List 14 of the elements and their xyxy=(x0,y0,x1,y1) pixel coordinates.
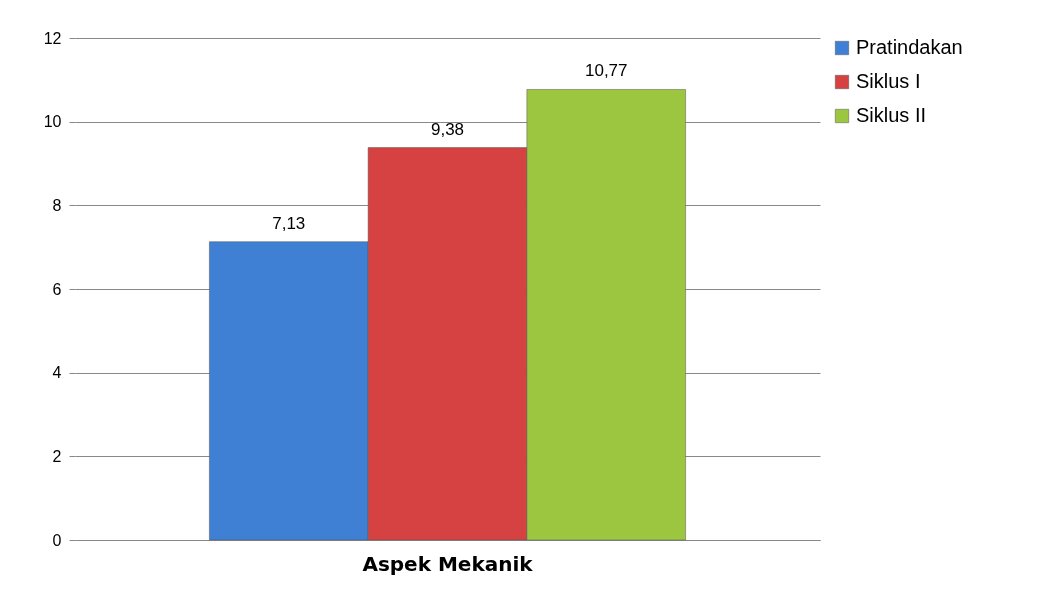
y-tick-label: 0 xyxy=(52,531,62,549)
data-label: 9,38 xyxy=(430,119,465,139)
data-label: 10,77 xyxy=(584,61,628,81)
y-tick-label: 10 xyxy=(43,113,62,131)
y-tick-label: 12 xyxy=(43,29,62,47)
legend-label: Siklus I xyxy=(856,70,921,92)
y-tick-label: 4 xyxy=(52,364,62,382)
y-tick-label: 2 xyxy=(52,447,62,465)
legend-label: Siklus II xyxy=(856,104,927,126)
data-label: 7,13 xyxy=(272,213,306,233)
y-tick-label: 8 xyxy=(52,196,62,214)
x-tick-label: Aspek Mekanik xyxy=(362,551,534,576)
y-tick-label: 6 xyxy=(52,280,62,298)
legend-label: Pratindakan xyxy=(856,36,963,58)
